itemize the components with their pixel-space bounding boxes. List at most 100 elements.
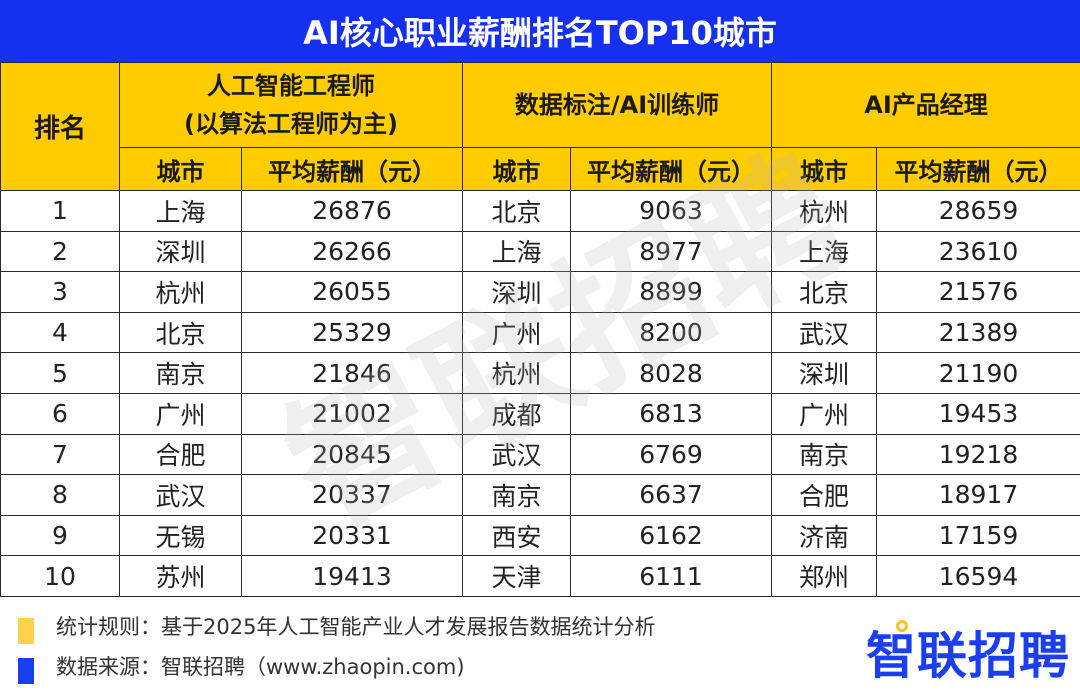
dl-salary-cell: 8028 (570, 352, 772, 394)
footer: 统计规则：基于2025年人工智能产业人才发展报告数据统计分析 数据来源：智联招聘… (0, 598, 1080, 695)
dl-city-cell: 西安 (462, 514, 571, 557)
legend-rule: 统计规则：基于2025年人工智能产业人才发展报告数据统计分析 (18, 608, 655, 644)
pm-salary-cell: 21389 (875, 311, 1080, 354)
pm-salary-cell: 16594 (875, 555, 1080, 597)
ai-salary-cell: 19413 (241, 555, 463, 597)
dl-city-cell: 成都 (462, 392, 571, 435)
dl-salary-cell: 8200 (570, 311, 772, 354)
ai-city-cell: 苏州 (119, 555, 242, 597)
table-row: 4 北京 25329 广州 8200 武汉 21389 (0, 311, 1080, 354)
ai-engineer-header: 人工智能工程师 (以算法工程师为主) (119, 62, 463, 148)
ai-city-cell: 深圳 (119, 230, 242, 273)
dl-city-cell: 北京 (462, 190, 571, 232)
ai-city-cell: 上海 (119, 190, 242, 232)
ai-city-header: 城市 (119, 147, 242, 191)
rank-cell: 3 (0, 271, 120, 313)
brand-text: 智联招聘 (866, 627, 1070, 685)
legend-source: 数据来源：智联招聘（www.zhaopin.com) (18, 648, 465, 684)
ai-city-cell: 广州 (119, 392, 242, 435)
page-title: AI核心职业薪酬排名TOP10城市 (0, 0, 1080, 62)
ai-salary-cell: 21846 (241, 352, 463, 394)
dl-city-cell: 上海 (462, 230, 571, 273)
blue-swatch-icon (18, 658, 34, 684)
pm-salary-cell: 28659 (875, 190, 1080, 232)
dl-salary-cell: 8977 (570, 230, 772, 273)
rule-text: 统计规则：基于2025年人工智能产业人才发展报告数据统计分析 (56, 615, 656, 639)
table-row: 3 杭州 26055 深圳 8899 北京 21576 (0, 271, 1080, 313)
ai-salary-header: 平均薪酬（元） (241, 147, 463, 191)
rank-header: 排名 (0, 62, 120, 191)
rank-cell: 4 (0, 311, 120, 354)
ai-pm-header: AI产品经理 (770, 62, 1080, 148)
rank-cell: 5 (0, 352, 120, 394)
pm-city-cell: 上海 (771, 230, 877, 273)
rank-cell: 8 (0, 474, 120, 516)
ai-salary-cell: 20331 (241, 514, 463, 557)
ai-city-cell: 北京 (119, 311, 242, 354)
dl-salary-cell: 6637 (570, 474, 772, 516)
ai-salary-cell: 20337 (241, 474, 463, 516)
dl-salary-cell: 9063 (570, 190, 772, 232)
ai-city-cell: 杭州 (119, 271, 242, 313)
salary-ranking-table: 排名 人工智能工程师 (以算法工程师为主) 数据标注/AI训练师 AI产品经理 … (0, 62, 1080, 597)
table-row: 10 苏州 19413 天津 6111 郑州 16594 (0, 555, 1080, 597)
ai-salary-cell: 26266 (241, 230, 463, 273)
rank-cell: 6 (0, 392, 120, 435)
pm-city-cell: 合肥 (771, 474, 877, 516)
yellow-swatch-icon (18, 618, 34, 644)
pm-city-cell: 北京 (771, 271, 877, 313)
ai-city-cell: 武汉 (119, 474, 242, 516)
pm-city-cell: 郑州 (771, 555, 877, 597)
dl-city-cell: 杭州 (462, 352, 571, 394)
table-row: 5 南京 21846 杭州 8028 深圳 21190 (0, 352, 1080, 394)
pm-salary-header: 平均薪酬（元） (875, 147, 1080, 191)
dl-city-cell: 武汉 (462, 433, 571, 476)
rank-cell: 10 (0, 555, 120, 597)
ai-engineer-subtitle: (以算法工程师为主) (184, 110, 398, 138)
dl-city-header: 城市 (462, 147, 571, 191)
table-row: 2 深圳 26266 上海 8977 上海 23610 (0, 230, 1080, 273)
ai-salary-cell: 20845 (241, 433, 463, 476)
pm-city-cell: 深圳 (771, 352, 877, 394)
location-pin-icon (896, 620, 908, 632)
table-row: 8 武汉 20337 南京 6637 合肥 18917 (0, 474, 1080, 516)
pm-salary-cell: 21576 (875, 271, 1080, 313)
pm-city-cell: 广州 (771, 392, 877, 435)
pm-salary-cell: 21190 (875, 352, 1080, 394)
zhaopin-logo: 智联招聘 (866, 616, 1070, 688)
pm-salary-cell: 17159 (875, 514, 1080, 557)
ai-city-cell: 无锡 (119, 514, 242, 557)
dl-salary-cell: 8899 (570, 271, 772, 313)
pm-salary-cell: 19453 (875, 392, 1080, 435)
pm-city-header: 城市 (771, 147, 877, 191)
dl-city-cell: 深圳 (462, 271, 571, 313)
rank-cell: 9 (0, 514, 120, 557)
ai-salary-cell: 25329 (241, 311, 463, 354)
table-row: 9 无锡 20331 西安 6162 济南 17159 (0, 514, 1080, 557)
dl-city-cell: 南京 (462, 474, 571, 516)
pm-salary-cell: 23610 (875, 230, 1080, 273)
ai-city-cell: 南京 (119, 352, 242, 394)
pm-salary-cell: 18917 (875, 474, 1080, 516)
pm-city-cell: 南京 (771, 433, 877, 476)
pm-city-cell: 杭州 (771, 190, 877, 232)
dl-salary-cell: 6813 (570, 392, 772, 435)
dl-salary-cell: 6769 (570, 433, 772, 476)
pm-salary-cell: 19218 (875, 433, 1080, 476)
rank-cell: 1 (0, 190, 120, 232)
rank-cell: 7 (0, 433, 120, 476)
dl-city-cell: 广州 (462, 311, 571, 354)
table-row: 6 广州 21002 成都 6813 广州 19453 (0, 392, 1080, 435)
source-text: 数据来源：智联招聘（www.zhaopin.com) (56, 655, 465, 679)
table-row: 1 上海 26876 北京 9063 杭州 28659 (0, 190, 1080, 232)
ai-engineer-title: 人工智能工程师 (207, 72, 375, 100)
dl-city-cell: 天津 (462, 555, 571, 597)
ai-salary-cell: 26876 (241, 190, 463, 232)
pm-city-cell: 武汉 (771, 311, 877, 354)
ai-city-cell: 合肥 (119, 433, 242, 476)
ai-salary-cell: 26055 (241, 271, 463, 313)
ai-salary-cell: 21002 (241, 392, 463, 435)
rank-cell: 2 (0, 230, 120, 273)
dl-salary-cell: 6111 (570, 555, 772, 597)
dl-salary-cell: 6162 (570, 514, 772, 557)
